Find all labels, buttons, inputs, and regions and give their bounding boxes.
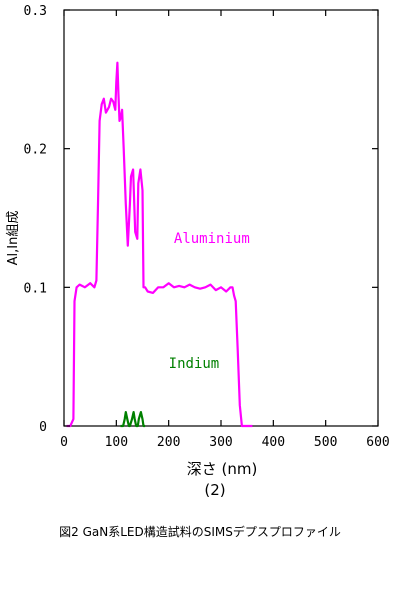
series-line-aluminium [66, 61, 253, 428]
series-line-indium [120, 411, 146, 428]
x-tick-label: 600 [366, 435, 389, 450]
annotation-aluminium: Aluminium [174, 231, 250, 247]
x-tick-label: 100 [105, 435, 128, 450]
x-axis-label: 深さ (nm) [187, 460, 258, 478]
depth-profile-chart: 0 0.1 0.2 0.3 0 100 200 300 400 500 600 Al,In組成 深… [6, 4, 390, 499]
x-tick-label: 200 [157, 435, 180, 450]
figure-caption: 図2 GaN系LED構造試料のSIMSデプスプロファイル [59, 525, 341, 539]
x-axis-ticks: 0 100 200 300 400 500 600 [60, 10, 390, 450]
plot-area [63, 9, 379, 428]
x-tick-label: 300 [209, 435, 232, 450]
chart-subtitle: (2) [204, 481, 225, 499]
y-tick-label: 0.1 [24, 281, 47, 296]
annotation-indium: Indium [169, 356, 220, 372]
y-axis-label: Al,In組成 [6, 211, 21, 266]
x-tick-label: 0 [60, 435, 68, 450]
x-tick-label: 500 [314, 435, 337, 450]
y-tick-label: 0.3 [24, 4, 47, 19]
plot-frame [63, 9, 379, 427]
y-tick-label: 0 [39, 420, 47, 435]
y-tick-label: 0.2 [24, 143, 47, 158]
x-tick-label: 400 [262, 435, 285, 450]
y-axis-ticks: 0 0.1 0.2 0.3 [24, 4, 378, 435]
